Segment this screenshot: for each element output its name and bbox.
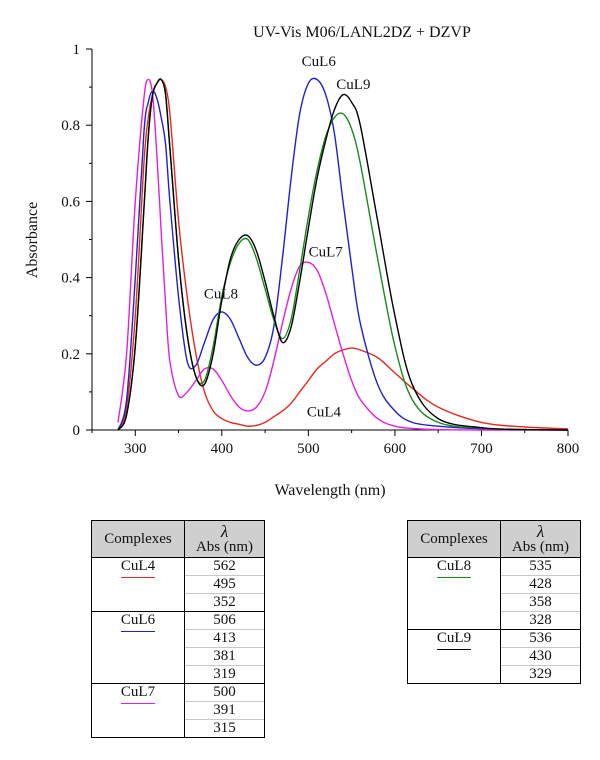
series-line-cul8 [117, 78, 569, 431]
table-row: 413 [92, 629, 265, 648]
absorption-table-left: Complexes λ Abs (nm) CuL4 562 495 352 CuL6 506… [91, 520, 265, 738]
wavelength-value: 381 [184, 647, 265, 666]
wavelength-value: 319 [184, 665, 265, 684]
x-tick-label: 700 [470, 441, 493, 457]
wavelength-value: 430 [500, 647, 581, 666]
y-tick-label: 0.8 [61, 118, 80, 134]
table-row: 358 [408, 593, 581, 612]
table-row: CuL4 562 [91, 557, 265, 612]
annotation-cul4: CuL4 [307, 405, 342, 421]
legend-swatch [121, 577, 155, 578]
wavelength-value: 315 [184, 719, 265, 738]
complex-cell: CuL8 [407, 557, 501, 630]
annotation-cul8: CuL8 [204, 287, 238, 303]
lambda-header: λ Abs (nm) [184, 520, 265, 558]
wavelength-value: 352 [184, 593, 265, 612]
wavelength-value: 500 [184, 683, 265, 702]
wavelength-value: 506 [184, 611, 265, 630]
table-row: 428 [408, 575, 581, 594]
complex-cell: CuL7 [91, 683, 185, 738]
y-axis-label: Absorbance [24, 202, 41, 278]
wavelength-value: 413 [184, 629, 265, 648]
x-tick-label: 600 [384, 441, 407, 457]
x-tick-label: 500 [297, 441, 320, 457]
complex-name: CuL6 [120, 612, 156, 628]
y-tick-label: 0.4 [61, 271, 80, 287]
wavelength-value: 495 [184, 575, 265, 594]
wavelength-value: 358 [500, 593, 581, 612]
series-line-cul9 [117, 78, 569, 431]
y-tick-label: 1 [73, 42, 81, 58]
complex-name: CuL7 [120, 684, 156, 700]
complex-cell: CuL6 [91, 611, 185, 684]
annotation-cul7: CuL7 [309, 245, 344, 261]
x-tick-labels: 300 400 500 600 700 800 [124, 441, 579, 457]
table-row: 430 [408, 647, 581, 666]
table-row: CuL9 536 [407, 629, 581, 684]
table-row: CuL6 506 [91, 611, 265, 684]
table-row: 352 [92, 593, 265, 612]
series-lines [117, 77, 569, 431]
complex-cell: CuL9 [407, 629, 501, 684]
series-line-cul6 [117, 77, 569, 431]
table-row: 329 [408, 665, 581, 684]
wavelength-value: 328 [500, 611, 581, 630]
uv-vis-chart: UV-Vis M06/LANL2DZ + DZVP 300 400 500 600 70… [24, 24, 579, 499]
annotation-cul6: CuL6 [302, 54, 337, 70]
x-tick-label: 800 [557, 441, 580, 457]
absorption-table-right: Complexes λ Abs (nm) CuL8 535 428 358 328 CuL9… [407, 520, 581, 684]
complex-name: CuL8 [436, 558, 472, 574]
series-annotations: CuL6 CuL9 CuL7 CuL8 CuL4 [204, 54, 371, 421]
wavelength-value: 562 [184, 557, 265, 576]
complex-name: CuL9 [436, 630, 472, 646]
wavelength-value: 535 [500, 557, 581, 576]
series-line-cul4 [117, 78, 569, 431]
y-tick-label: 0.2 [61, 347, 80, 363]
legend-swatch [121, 703, 155, 704]
axes [86, 48, 569, 436]
wavelength-value: 329 [500, 665, 581, 684]
complexes-header: Complexes [407, 520, 501, 558]
table-row: 315 [92, 719, 265, 738]
table-row: 381 [92, 647, 265, 666]
series-line-cul7 [117, 78, 568, 431]
table-row: 319 [92, 665, 265, 684]
table-row: CuL8 535 [407, 557, 581, 630]
chart-title: UV-Vis M06/LANL2DZ + DZVP [253, 24, 471, 41]
table-row: 495 [92, 575, 265, 594]
wavelength-value: 536 [500, 629, 581, 648]
table-row: CuL7 500 [91, 683, 265, 738]
wavelength-value: 428 [500, 575, 581, 594]
x-tick-label: 300 [124, 441, 147, 457]
x-axis-label: Wavelength (nm) [274, 482, 385, 499]
table-row: 391 [92, 701, 265, 720]
x-tick-label: 400 [211, 441, 234, 457]
legend-swatch [437, 649, 471, 650]
wavelength-value: 391 [184, 701, 265, 720]
legend-swatch [121, 631, 155, 632]
table-row: 328 [408, 611, 581, 630]
y-tick-label: 0.6 [61, 194, 80, 210]
annotation-cul9: CuL9 [336, 77, 370, 93]
complex-name: CuL4 [120, 558, 156, 574]
complexes-header: Complexes [91, 520, 185, 558]
complex-cell: CuL4 [91, 557, 185, 612]
lambda-header: λ Abs (nm) [500, 520, 581, 558]
legend-swatch [437, 577, 471, 578]
y-tick-label: 0 [73, 423, 81, 439]
y-tick-labels: 0 0.2 0.4 0.6 0.8 1 [61, 42, 80, 439]
